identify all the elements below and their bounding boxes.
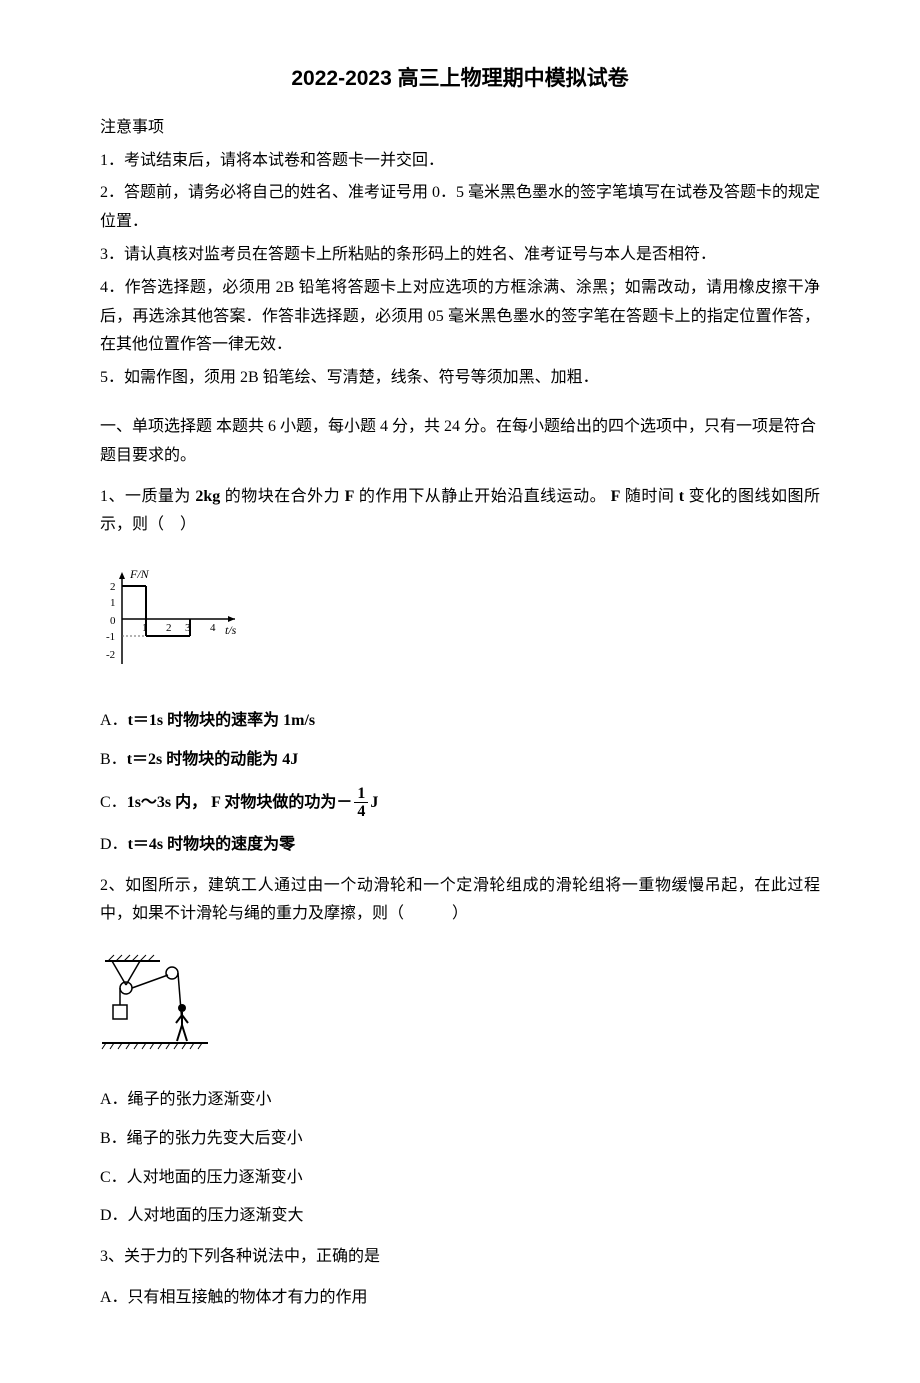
q1c-pre: C． (100, 793, 127, 810)
q1c-neg: － (336, 793, 352, 810)
q1-text-mid2: 的作用下从静止开始沿直线运动。 (354, 488, 610, 505)
ytick-n2: -2 (106, 649, 115, 661)
q1-mass: 2kg (195, 488, 220, 505)
q1d-time: t＝4s (128, 836, 164, 853)
q1c-text1: 内， (171, 793, 211, 810)
notice-header: 注意事项 (100, 114, 820, 143)
notice-item-4: 4．作答选择题，必须用 2B 铅笔将答题卡上对应选项的方框涂满、涂黑；如需改动，… (100, 274, 820, 360)
q2-option-c: C．人对地面的压力逐渐变小 (100, 1164, 820, 1193)
q1d-text: 时物块的速度为零 (163, 836, 295, 853)
xlabel: t/s (225, 623, 237, 637)
q1c-force: F (211, 793, 220, 810)
q3-option-a: A．只有相互接触的物体才有力的作用 (100, 1284, 820, 1313)
q1a-time: t＝1s (128, 712, 164, 729)
q1-option-c: C．1s～3s 内， F 对物块做的功为－14J (100, 785, 820, 821)
q1c-range: 1s～3s (127, 793, 171, 810)
xtick-2: 2 (166, 622, 172, 634)
q1-force: F (345, 488, 355, 505)
q1b-text: 时物块的动能为 (162, 751, 282, 768)
question-3: 3、关于力的下列各种说法中，正确的是 (100, 1243, 820, 1272)
q2-option-a: A．绳子的张力逐渐变小 (100, 1086, 820, 1115)
question-1: 1、一质量为 2kg 的物块在合外力 F 的作用下从静止开始沿直线运动。 F 随… (100, 483, 820, 541)
q1-option-d: D．t＝4s 时物块的速度为零 (100, 831, 820, 860)
question-2: 2、如图所示，建筑工人通过由一个动滑轮和一个定滑轮组成的滑轮组将一重物缓慢吊起，… (100, 872, 820, 930)
q1b-time: t＝2s (127, 751, 163, 768)
notice-item-3: 3．请认真核对监考员在答题卡上所粘贴的条形码上的姓名、准考证号与本人是否相符． (100, 241, 820, 270)
q2-option-b: B．绳子的张力先变大后变小 (100, 1125, 820, 1154)
q2-option-d: D．人对地面的压力逐渐变大 (100, 1202, 820, 1231)
ylabel: F/N (129, 567, 150, 581)
q1b-pre: B． (100, 751, 127, 768)
q1c-den: 4 (354, 803, 368, 821)
q1-text-mid1: 的物块在合外力 (220, 488, 344, 505)
exam-title: 2022-2023 高三上物理期中模拟试卷 (100, 60, 820, 98)
xtick-4: 4 (210, 622, 216, 634)
q1-option-b: B．t＝2s 时物块的动能为 4J (100, 746, 820, 775)
q2-figure (100, 953, 210, 1053)
ytick-0: 0 (110, 615, 116, 627)
notice-item-5: 5．如需作图，须用 2B 铅笔绘、写清楚，线条、符号等须加黑、加粗． (100, 364, 820, 393)
q1a-text: 时物块的速率为 (163, 712, 283, 729)
q1-text-pre: 1、一质量为 (100, 488, 195, 505)
notice-item-2: 2．答题前，请务必将自己的姓名、准考证号用 0．5 毫米黑色墨水的签字笔填写在试… (100, 179, 820, 237)
q1-force2: F (611, 488, 621, 505)
notice-item-1: 1．考试结束后，请将本试卷和答题卡一并交回． (100, 147, 820, 176)
q1-text-mid3: 随时间 (620, 488, 678, 505)
q1-option-a: A．t＝1s 时物块的速率为 1m/s (100, 707, 820, 736)
q1c-text2: 对物块做的功为 (220, 793, 336, 810)
section-1-header: 一、单项选择题 本题共 6 小题，每小题 4 分，共 24 分。在每小题给出的四… (100, 413, 820, 471)
ytick-1: 1 (110, 597, 116, 609)
q1a-val: 1m/s (283, 712, 315, 729)
q1c-unit: J (370, 793, 378, 810)
ytick-n1: -1 (106, 631, 115, 643)
q1a-pre: A． (100, 712, 128, 729)
q1-graph: F/N t/s 2 1 0 -1 -2 1 2 3 4 (100, 564, 250, 674)
q1c-fraction: 14 (354, 785, 368, 821)
q1d-pre: D． (100, 836, 128, 853)
ytick-2: 2 (110, 581, 116, 593)
q1c-num: 1 (354, 785, 368, 804)
q1b-val: 4J (282, 751, 298, 768)
